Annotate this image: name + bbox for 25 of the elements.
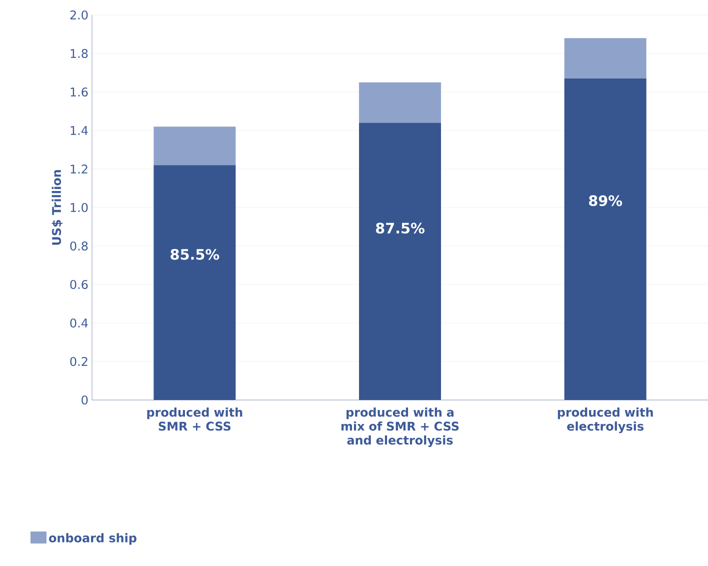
bar bbox=[154, 126, 236, 166]
x-tick-label: produced with a mix of SMR + CSS and electrolysis bbox=[341, 408, 459, 448]
y-tick-label: 1.2 bbox=[70, 164, 88, 174]
y-axis-title: US$ Trillion bbox=[52, 170, 63, 245]
y-tick-label: 1.8 bbox=[70, 48, 88, 58]
bar bbox=[359, 82, 442, 123]
y-tick-label: 1.4 bbox=[70, 126, 88, 135]
y-tick-label: 0.6 bbox=[70, 280, 88, 290]
x-tick-label: produced with electrolysis bbox=[558, 408, 653, 434]
y-tick-label: 0.2 bbox=[70, 356, 88, 366]
y-tick-label: 1.0 bbox=[70, 202, 88, 212]
bar bbox=[564, 38, 646, 79]
legend-label: onboard ship bbox=[49, 533, 136, 545]
bar bbox=[154, 165, 236, 400]
annotation: 87.5% bbox=[376, 222, 424, 234]
y-tick-label: 1.6 bbox=[70, 87, 88, 97]
y-tick-label: 2.0 bbox=[70, 10, 88, 20]
annotation: 85.5% bbox=[170, 248, 220, 260]
y-tick-label: 0 bbox=[82, 395, 88, 405]
annotation: 89% bbox=[589, 195, 622, 206]
x-tick-label: produced with SMR + CSS bbox=[147, 408, 242, 431]
y-tick-label: 0.8 bbox=[70, 241, 88, 251]
bar bbox=[359, 122, 442, 400]
y-tick-label: 0.4 bbox=[70, 318, 88, 328]
bar bbox=[564, 78, 646, 400]
